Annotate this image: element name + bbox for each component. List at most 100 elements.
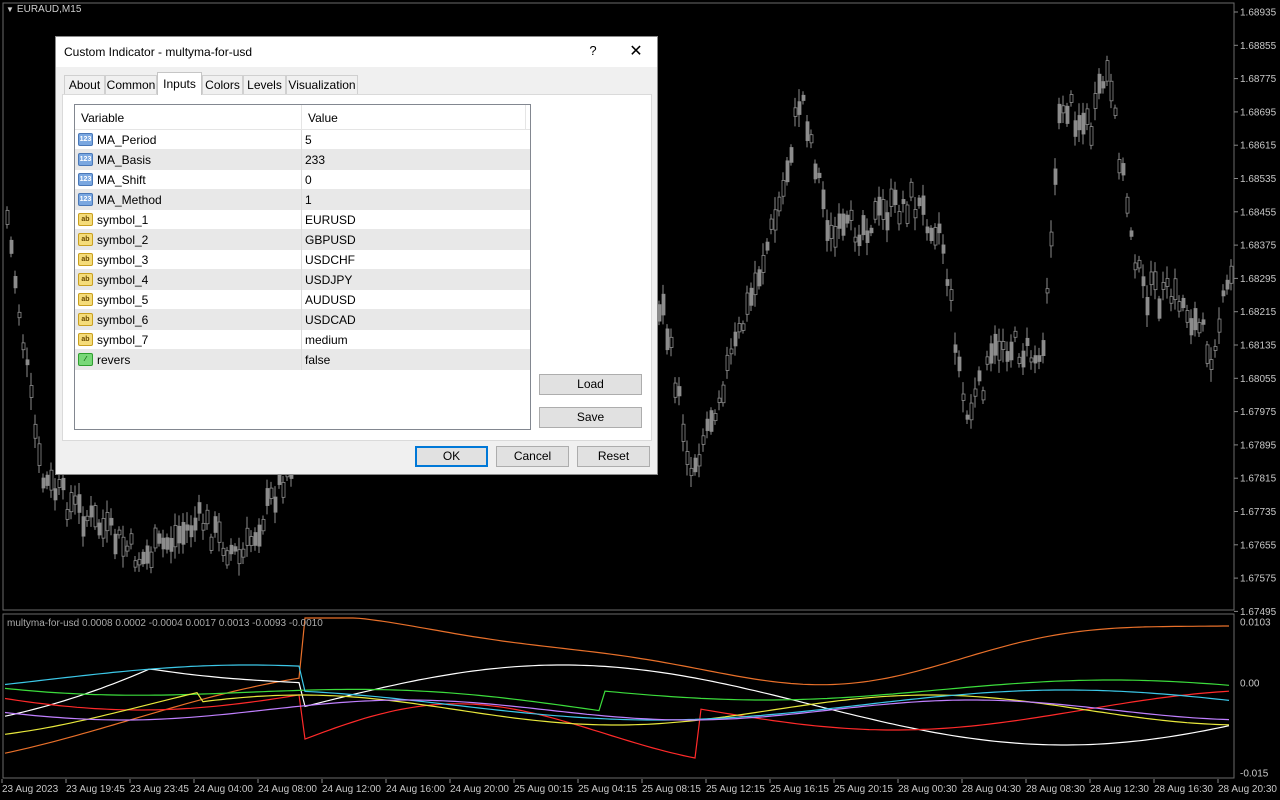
candle-body xyxy=(1089,126,1094,146)
candle-body xyxy=(1093,93,1098,109)
candle-body xyxy=(245,527,250,546)
candle-body xyxy=(961,393,966,401)
candle-body xyxy=(141,551,146,565)
variable-value[interactable]: USDCHF xyxy=(305,253,355,267)
tab-colors[interactable]: Colors xyxy=(202,75,243,94)
indicator-line-white xyxy=(4,664,1230,746)
candle-body xyxy=(281,481,286,498)
candle-body xyxy=(669,336,674,348)
candle-body xyxy=(689,467,694,477)
candle-body xyxy=(165,537,170,550)
reset-button[interactable]: Reset xyxy=(577,446,650,467)
candle-body xyxy=(849,209,854,221)
save-button[interactable]: Save xyxy=(539,407,642,428)
header-value[interactable]: Value xyxy=(308,111,338,125)
candle-body xyxy=(269,487,274,499)
candle-body xyxy=(1145,297,1150,316)
candle-body xyxy=(117,529,122,536)
indicator-line-red xyxy=(4,690,1230,759)
candle-body xyxy=(57,479,62,488)
candle-body xyxy=(197,502,202,514)
header-variable[interactable]: Variable xyxy=(81,111,125,125)
table-row[interactable]: ab symbol_2 GBPUSD xyxy=(75,230,530,250)
tab-about[interactable]: About xyxy=(64,75,105,94)
indicator-frame xyxy=(2,613,1235,779)
variable-value[interactable]: AUDUSD xyxy=(305,293,356,307)
table-row[interactable]: ab symbol_4 USDJPY xyxy=(75,270,530,290)
time-label: 24 Aug 04:00 xyxy=(194,784,253,795)
candle-body xyxy=(29,385,34,398)
main-chart-frame xyxy=(2,2,1235,611)
candle-body xyxy=(981,390,986,401)
tab-visualization[interactable]: Visualization xyxy=(286,75,358,94)
table-row[interactable]: 123 MA_Shift 0 xyxy=(75,170,530,190)
variable-value[interactable]: 233 xyxy=(305,153,326,167)
candle-body xyxy=(813,163,818,180)
candle-body xyxy=(829,224,834,239)
variable-name: symbol_3 xyxy=(97,253,149,267)
candle-body xyxy=(101,518,106,539)
time-label: 28 Aug 00:30 xyxy=(898,784,957,795)
candle-body xyxy=(1077,115,1082,131)
table-row[interactable]: ab symbol_3 USDCHF xyxy=(75,250,530,270)
candle-body xyxy=(693,457,698,473)
variable-name: MA_Method xyxy=(97,193,162,207)
candle-body xyxy=(1105,60,1110,82)
variable-value[interactable]: GBPUSD xyxy=(305,233,356,247)
variable-value[interactable]: 1 xyxy=(305,193,312,207)
candle-body xyxy=(889,188,894,207)
table-row[interactable]: ⁄ revers false xyxy=(75,350,530,370)
candle-body xyxy=(677,386,682,397)
candle-body xyxy=(161,537,166,550)
variable-value[interactable]: USDJPY xyxy=(305,273,353,287)
tab-levels[interactable]: Levels xyxy=(243,75,286,94)
table-row[interactable]: ab symbol_6 USDCAD xyxy=(75,310,530,330)
candle-body xyxy=(205,509,210,525)
candle-body xyxy=(25,359,30,366)
variable-value[interactable]: EURUSD xyxy=(305,213,356,227)
variable-value[interactable]: 0 xyxy=(305,173,312,187)
ok-button[interactable]: OK xyxy=(415,446,488,467)
tab-inputs[interactable]: Inputs xyxy=(157,72,202,95)
dialog-titlebar[interactable]: Custom Indicator - multyma-for-usd ? ✕ xyxy=(56,37,657,67)
variable-value[interactable]: USDCAD xyxy=(305,313,356,327)
table-row[interactable]: ab symbol_1 EURUSD xyxy=(75,210,530,230)
tab-common[interactable]: Common xyxy=(105,75,157,94)
chart-menu-triangle-icon[interactable]: ▼ xyxy=(6,5,14,14)
candle-body xyxy=(765,241,770,251)
price-label: 1.68215 xyxy=(1240,307,1277,318)
price-label: 1.68775 xyxy=(1240,74,1277,85)
string-type-icon: ab xyxy=(78,293,93,306)
candle-body xyxy=(737,323,742,333)
indicator-line-violet xyxy=(4,699,1230,721)
candle-body xyxy=(217,521,222,543)
price-label: 1.67895 xyxy=(1240,440,1277,451)
candle-body xyxy=(721,384,726,404)
help-icon[interactable]: ? xyxy=(589,43,597,58)
string-type-icon: ab xyxy=(78,213,93,226)
inputs-grid: Variable Value 123 MA_Period 5 123 MA_Basis 2… xyxy=(74,104,531,430)
candle-body xyxy=(1181,297,1186,309)
candle-body xyxy=(805,121,810,141)
table-row[interactable]: 123 MA_Basis 233 xyxy=(75,150,530,170)
candle-body xyxy=(845,214,850,224)
table-row[interactable]: 123 MA_Method 1 xyxy=(75,190,530,210)
numeric-type-icon: 123 xyxy=(78,173,93,186)
candle-body xyxy=(1057,103,1062,124)
table-row[interactable]: ab symbol_5 AUDUSD xyxy=(75,290,530,310)
close-icon[interactable]: ✕ xyxy=(629,43,643,60)
variable-value[interactable]: false xyxy=(305,353,331,367)
table-row[interactable]: ab symbol_7 medium xyxy=(75,330,530,350)
variable-name: symbol_6 xyxy=(97,313,149,327)
numeric-type-icon: 123 xyxy=(78,153,93,166)
table-row[interactable]: 123 MA_Period 5 xyxy=(75,130,530,150)
load-button[interactable]: Load xyxy=(539,374,642,395)
variable-value[interactable]: 5 xyxy=(305,133,312,147)
candle-body xyxy=(1161,282,1166,290)
candle-body xyxy=(189,525,194,538)
chart-symbol-title[interactable]: ▼ EURAUD,M15 xyxy=(6,4,82,15)
variable-value[interactable]: medium xyxy=(305,333,348,347)
candle-body xyxy=(901,199,906,205)
cancel-button[interactable]: Cancel xyxy=(496,446,569,467)
candle-body xyxy=(917,197,922,207)
